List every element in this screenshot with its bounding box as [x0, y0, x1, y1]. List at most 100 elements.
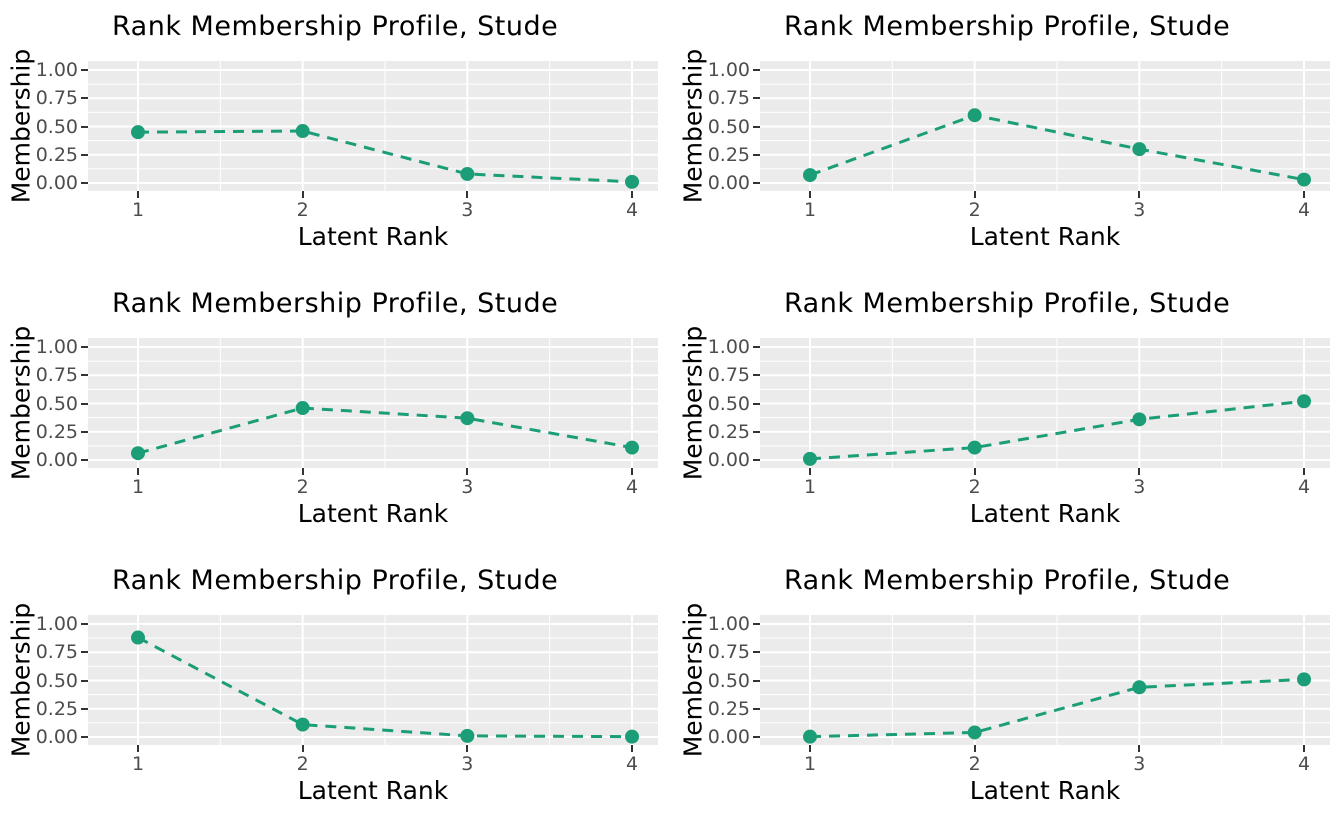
x-tick-mark: [1138, 468, 1141, 475]
y-tick-mark: [81, 679, 88, 682]
data-point: [295, 717, 310, 732]
y-tick-label: 0.00: [35, 172, 78, 194]
y-tick-mark: [81, 182, 88, 184]
rank-membership-chart-3: Rank Membership Profile, Stude Membershi…: [0, 277, 672, 554]
x-tick-label: 4: [625, 753, 639, 775]
y-tick-mark: [81, 459, 88, 461]
y-tick-mark: [753, 402, 760, 405]
y-tick-mark: [81, 736, 88, 738]
x-tick-mark: [301, 745, 304, 752]
x-tick-label: 3: [1133, 199, 1146, 221]
plot-panel: [760, 615, 1330, 745]
y-tick-label: 0.25: [35, 420, 78, 443]
plot-panel: [760, 338, 1330, 468]
y-tick-label: 0.25: [707, 420, 750, 443]
data-point: [803, 168, 817, 183]
y-tick-label: 0.25: [35, 143, 78, 166]
x-tick-label: 1: [803, 199, 817, 221]
series-line: [809, 399, 1305, 461]
y-tick-mark: [753, 374, 760, 377]
y-tick-label: 0.00: [707, 449, 750, 471]
data-point: [625, 174, 640, 189]
data-point: [460, 411, 475, 426]
x-tick-label: 2: [968, 199, 981, 221]
y-tick-mark: [753, 97, 760, 100]
chart-title: Rank Membership Profile, Stude: [784, 11, 1231, 42]
data-point: [1132, 680, 1147, 695]
y-tick-label: 0.25: [707, 143, 750, 166]
x-axis-title: Latent Rank: [969, 222, 1121, 251]
x-tick-label: 3: [461, 753, 474, 775]
y-tick-mark: [753, 346, 760, 348]
y-tick-label: 1.00: [707, 59, 750, 81]
x-tick-mark: [137, 745, 139, 752]
y-tick-mark: [81, 707, 88, 710]
data-point: [967, 440, 982, 455]
x-tick-mark: [631, 745, 633, 752]
y-tick-mark: [81, 97, 88, 100]
y-tick-label: 0.25: [35, 697, 78, 720]
chart-title: Rank Membership Profile, Stude: [112, 288, 559, 319]
y-tick-mark: [753, 651, 760, 654]
data-point: [1132, 142, 1147, 157]
y-tick-label: 1.00: [35, 613, 78, 635]
x-tick-label: 2: [968, 753, 981, 775]
x-tick-label: 1: [131, 199, 145, 221]
series-line: [137, 636, 633, 739]
y-tick-mark: [81, 430, 88, 433]
x-tick-label: 2: [968, 476, 981, 498]
y-tick-label: 0.00: [35, 449, 78, 471]
y-tick-label: 0.75: [707, 641, 750, 664]
y-tick-label: 0.25: [707, 697, 750, 720]
series-line: [809, 677, 1305, 739]
y-tick-mark: [753, 459, 760, 461]
y-tick-mark: [81, 69, 88, 71]
x-axis-title: Latent Rank: [297, 499, 449, 528]
y-tick-label: 0.75: [707, 364, 750, 387]
x-tick-label: 2: [296, 199, 309, 221]
y-tick-label: 1.00: [35, 59, 78, 81]
data-point: [460, 728, 475, 743]
x-tick-mark: [1138, 191, 1141, 198]
y-tick-label: 0.75: [35, 641, 78, 664]
plot-panel: [88, 61, 658, 191]
data-point: [295, 124, 310, 139]
x-tick-mark: [466, 745, 469, 752]
y-tick-mark: [753, 736, 760, 738]
data-point: [625, 440, 640, 455]
data-point: [1132, 412, 1147, 427]
y-tick-label: 0.75: [35, 87, 78, 110]
x-axis-title: Latent Rank: [297, 776, 449, 805]
x-tick-label: 4: [1297, 753, 1311, 775]
rank-membership-chart-6: Rank Membership Profile, Stude Membershi…: [672, 554, 1344, 830]
y-tick-mark: [81, 651, 88, 654]
x-tick-label: 1: [131, 753, 145, 775]
y-tick-label: 1.00: [707, 613, 750, 635]
rank-membership-chart-5: Rank Membership Profile, Stude Membershi…: [0, 554, 672, 830]
x-tick-label: 4: [1297, 476, 1311, 498]
y-tick-mark: [753, 707, 760, 710]
data-point: [295, 401, 310, 416]
x-tick-label: 4: [625, 476, 639, 498]
x-tick-mark: [1303, 191, 1305, 198]
y-tick-label: 1.00: [35, 336, 78, 358]
data-point: [625, 729, 640, 744]
chart-title: Rank Membership Profile, Stude: [784, 565, 1231, 596]
y-tick-label: 0.50: [707, 392, 750, 415]
series-line: [137, 129, 633, 184]
y-tick-mark: [81, 125, 88, 128]
x-tick-label: 3: [1133, 476, 1146, 498]
x-axis-title: Latent Rank: [297, 222, 449, 251]
plot-panel: [760, 61, 1330, 191]
y-tick-label: 0.00: [707, 172, 750, 194]
y-tick-label: 0.75: [35, 364, 78, 387]
data-point: [460, 166, 475, 181]
y-tick-label: 0.50: [707, 115, 750, 138]
rank-membership-chart-2: Rank Membership Profile, Stude Membershi…: [672, 0, 1344, 277]
x-tick-mark: [301, 468, 304, 475]
y-tick-mark: [753, 430, 760, 433]
chart-title: Rank Membership Profile, Stude: [784, 288, 1231, 319]
x-tick-mark: [809, 745, 811, 752]
y-tick-mark: [753, 125, 760, 128]
x-axis-title: Latent Rank: [969, 499, 1121, 528]
